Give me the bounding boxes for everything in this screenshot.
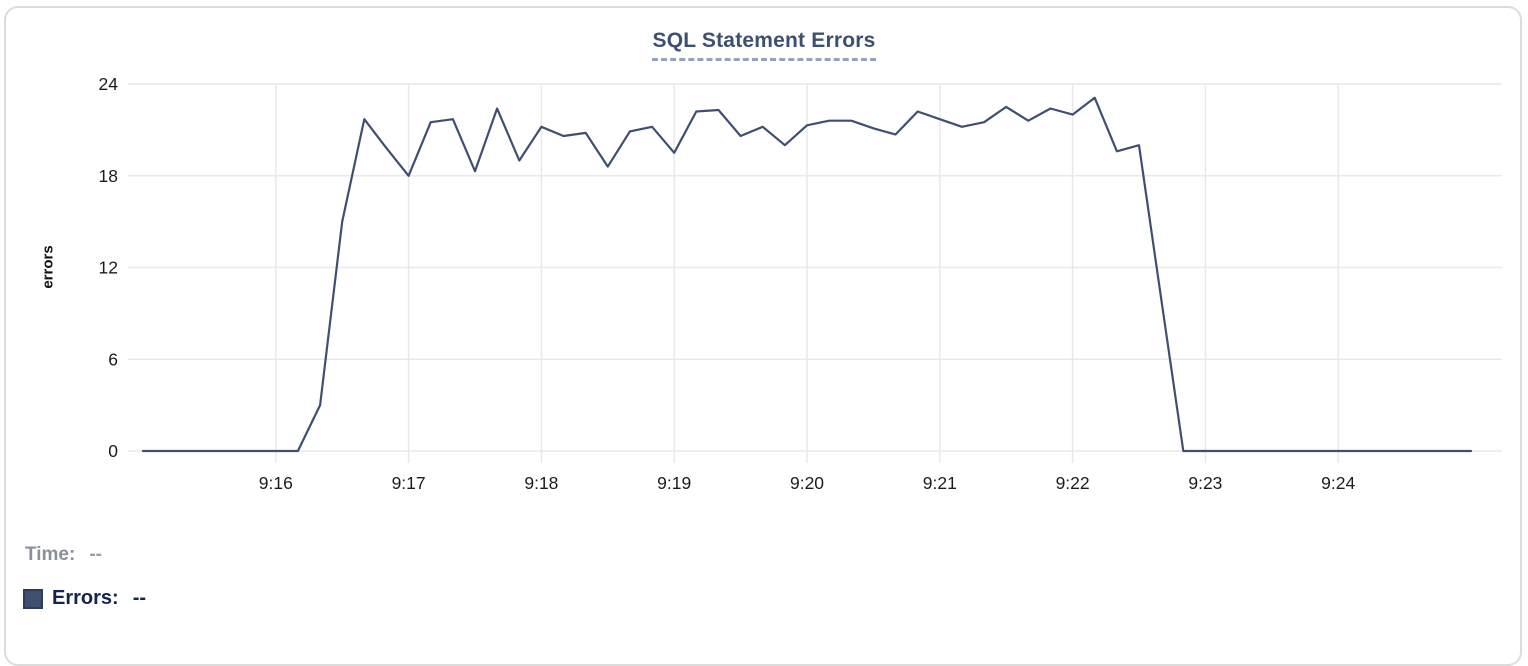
x-tick-label: 9:17 (392, 473, 426, 493)
x-tick-label: 9:19 (657, 473, 691, 493)
x-tick-label: 9:22 (1056, 473, 1090, 493)
chart-header: SQL Statement Errors (0, 29, 1528, 61)
chart-card (4, 6, 1522, 666)
time-label: Time: (25, 544, 76, 565)
y-tick-label: 18 (99, 166, 118, 186)
hover-readout-time: Time: -- (25, 544, 102, 566)
chart-title[interactable]: SQL Statement Errors (652, 29, 876, 61)
gridlines (128, 83, 1502, 463)
y-tick-label: 12 (99, 258, 118, 278)
y-tick-label: 0 (108, 441, 118, 461)
errors-line-chart: 9:16 9:17 9:18 9:19 9:20 9:21 9:22 9:23 9:24 0 6 1… (99, 74, 1502, 493)
x-axis-labels: 9:16 9:17 9:18 9:19 9:20 9:21 9:22 9:23 9:24 (259, 473, 1356, 493)
x-tick-label: 9:23 (1188, 473, 1222, 493)
errors-value: -- (132, 587, 147, 609)
y-axis-labels: 0 6 12 18 24 (99, 74, 119, 461)
x-tick-label: 9:18 (524, 473, 558, 493)
x-tick-label: 9:24 (1321, 473, 1355, 493)
hover-readout-errors: Errors: -- (23, 587, 146, 610)
time-value: -- (89, 544, 102, 565)
y-tick-label: 6 (108, 349, 118, 369)
errors-label: Errors: (52, 587, 119, 609)
errors-series-swatch (23, 588, 43, 609)
errors-series-line[interactable] (141, 96, 1473, 453)
y-tick-label: 24 (99, 74, 119, 94)
x-tick-label: 9:16 (259, 473, 293, 493)
x-tick-label: 9:21 (923, 473, 957, 493)
x-tick-label: 9:20 (790, 473, 824, 493)
